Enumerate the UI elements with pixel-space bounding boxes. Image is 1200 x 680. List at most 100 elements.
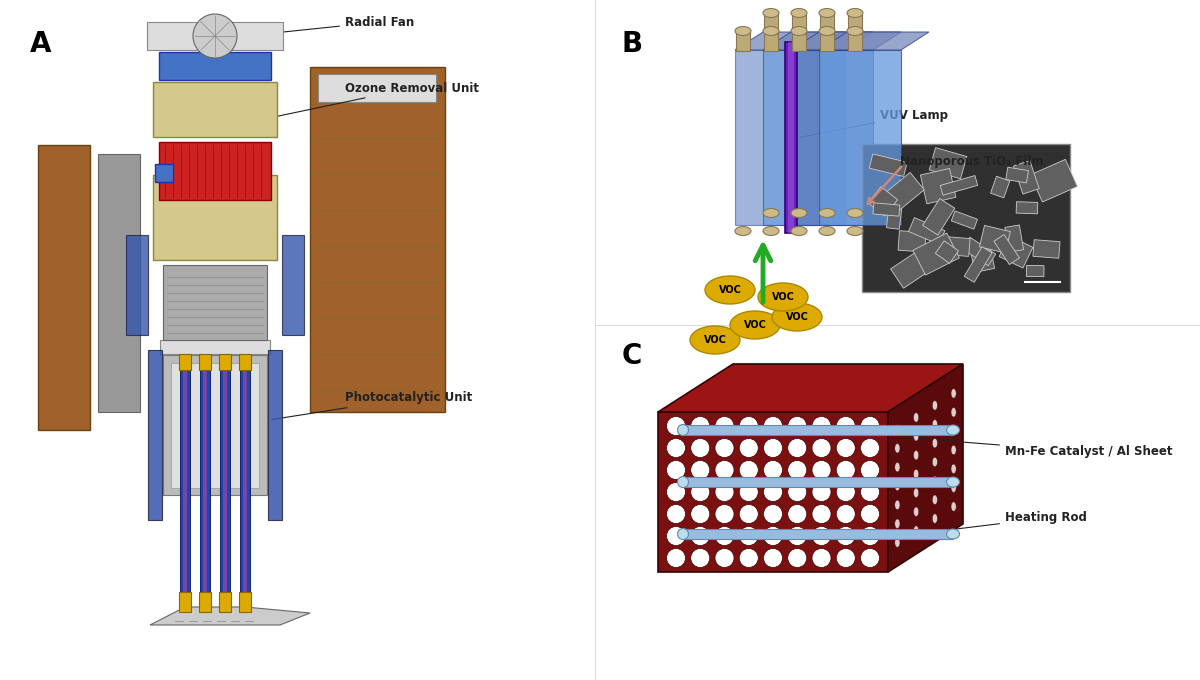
Circle shape — [715, 460, 734, 479]
Circle shape — [787, 460, 806, 479]
Circle shape — [715, 526, 734, 545]
Bar — [890, 249, 934, 288]
Ellipse shape — [791, 209, 808, 218]
Bar — [182, 370, 187, 600]
Bar — [223, 370, 227, 600]
Ellipse shape — [730, 311, 780, 339]
Bar — [872, 203, 900, 216]
Circle shape — [666, 439, 685, 458]
Ellipse shape — [847, 226, 863, 235]
Circle shape — [836, 505, 856, 524]
Circle shape — [860, 460, 880, 479]
Bar — [199, 354, 211, 370]
Ellipse shape — [913, 507, 919, 517]
Circle shape — [860, 439, 880, 458]
Bar — [913, 233, 959, 275]
Circle shape — [787, 483, 806, 502]
Bar — [126, 235, 148, 335]
Circle shape — [739, 549, 758, 568]
Circle shape — [739, 460, 758, 479]
Circle shape — [691, 526, 709, 545]
Ellipse shape — [913, 469, 919, 479]
Circle shape — [860, 549, 880, 568]
Ellipse shape — [895, 519, 900, 528]
Bar — [310, 67, 445, 412]
Circle shape — [860, 416, 880, 435]
Ellipse shape — [763, 209, 779, 218]
Bar — [239, 354, 251, 370]
Bar — [200, 370, 210, 600]
Polygon shape — [658, 364, 964, 412]
Ellipse shape — [932, 476, 937, 486]
Bar — [148, 350, 162, 520]
Circle shape — [812, 505, 830, 524]
Bar — [1026, 265, 1044, 277]
Bar — [962, 237, 996, 266]
Circle shape — [715, 416, 734, 435]
Ellipse shape — [913, 413, 919, 422]
Circle shape — [812, 460, 830, 479]
Bar — [683, 529, 953, 539]
Text: Photocatalytic Unit: Photocatalytic Unit — [271, 392, 473, 420]
Bar — [220, 592, 230, 612]
Bar — [920, 169, 956, 204]
Ellipse shape — [952, 445, 956, 455]
Polygon shape — [888, 364, 964, 572]
Bar — [940, 175, 978, 195]
Ellipse shape — [947, 477, 960, 487]
Bar — [868, 186, 898, 216]
Polygon shape — [791, 50, 874, 225]
Circle shape — [787, 439, 806, 458]
Bar — [683, 425, 953, 435]
Circle shape — [193, 14, 238, 58]
Circle shape — [739, 526, 758, 545]
Circle shape — [836, 460, 856, 479]
Ellipse shape — [847, 209, 863, 218]
Bar — [1031, 159, 1078, 202]
Circle shape — [763, 505, 782, 524]
Ellipse shape — [895, 538, 900, 547]
Ellipse shape — [818, 209, 835, 218]
Text: A: A — [30, 30, 52, 58]
Ellipse shape — [734, 27, 751, 35]
Circle shape — [787, 549, 806, 568]
Circle shape — [715, 483, 734, 502]
Circle shape — [763, 526, 782, 545]
Bar — [199, 592, 211, 612]
Bar — [971, 251, 995, 272]
Bar — [154, 82, 277, 137]
Ellipse shape — [772, 303, 822, 331]
Bar — [242, 370, 247, 600]
Text: VOC: VOC — [772, 292, 794, 302]
Circle shape — [787, 416, 806, 435]
Circle shape — [678, 477, 689, 488]
Bar — [155, 164, 173, 182]
Bar — [38, 145, 90, 430]
Ellipse shape — [895, 462, 900, 472]
Bar — [884, 173, 924, 211]
Ellipse shape — [913, 526, 919, 535]
Circle shape — [666, 526, 685, 545]
Circle shape — [715, 505, 734, 524]
Ellipse shape — [932, 514, 937, 524]
Ellipse shape — [763, 226, 779, 235]
Bar — [160, 340, 270, 354]
Bar — [862, 144, 1070, 292]
Text: Radial Fan: Radial Fan — [238, 16, 414, 37]
Bar — [764, 31, 778, 51]
Circle shape — [763, 439, 782, 458]
Circle shape — [739, 505, 758, 524]
Text: Heating Rod: Heating Rod — [950, 511, 1087, 530]
Bar — [172, 363, 259, 488]
Circle shape — [666, 483, 685, 502]
Bar — [179, 354, 191, 370]
Bar — [848, 31, 862, 51]
Ellipse shape — [895, 481, 900, 491]
Bar — [1014, 160, 1039, 194]
Bar — [929, 148, 967, 179]
Circle shape — [836, 439, 856, 458]
Polygon shape — [734, 32, 845, 50]
Bar — [820, 14, 834, 34]
Ellipse shape — [932, 457, 937, 466]
Bar — [887, 198, 902, 229]
